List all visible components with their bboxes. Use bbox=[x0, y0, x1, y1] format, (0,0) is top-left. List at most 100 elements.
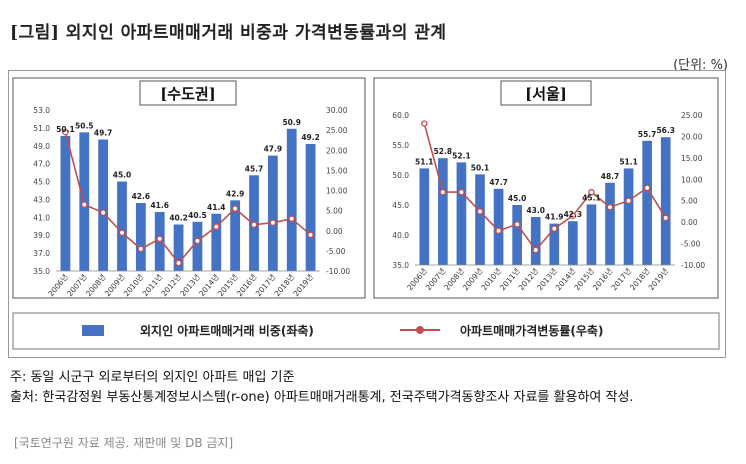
bar-data-label: 50.5 bbox=[75, 121, 94, 130]
bar-data-label: 45.1 bbox=[582, 193, 601, 202]
left-axis-tick-label: 37.0 bbox=[33, 249, 50, 258]
left-axis-tick-label: 60.0 bbox=[392, 111, 409, 120]
right-axis-tick-label: -10.00 bbox=[681, 261, 705, 270]
line-marker-2010년 bbox=[495, 227, 502, 234]
bar-2007년 bbox=[438, 158, 448, 265]
left-axis-tick-label: 49.0 bbox=[33, 142, 50, 151]
line-marker-2010년 bbox=[137, 245, 145, 253]
bar-data-label: 47.9 bbox=[264, 145, 283, 154]
bar-2014년 bbox=[211, 213, 222, 271]
right-axis-tick-label: 25.00 bbox=[326, 126, 348, 135]
right-axis-tick-label: 20.00 bbox=[681, 132, 703, 141]
left-axis-tick-label: 45.0 bbox=[33, 178, 50, 187]
line-marker-2007년 bbox=[439, 188, 447, 196]
left-axis-tick-label: 40.0 bbox=[392, 231, 409, 240]
legend-bar-swatch bbox=[82, 325, 104, 336]
bar-2010년 bbox=[135, 203, 146, 271]
left-axis-tick-label: 35.0 bbox=[33, 267, 50, 276]
right-axis-tick-label: 5.00 bbox=[326, 207, 343, 216]
bar-data-label: 55.7 bbox=[638, 130, 657, 139]
line-marker-2013년 bbox=[194, 237, 201, 245]
bar-2009년 bbox=[117, 181, 127, 271]
bar-2018년 bbox=[642, 140, 652, 265]
right-axis-tick-label: -10.00 bbox=[326, 267, 350, 276]
left-axis-tick-label: 47.0 bbox=[33, 160, 50, 169]
bar-2012년 bbox=[173, 224, 184, 271]
legend-line-label: 아파트매매가격변동률(우축) bbox=[460, 323, 603, 338]
line-marker-2018년 bbox=[288, 215, 295, 222]
line-marker-2017년 bbox=[269, 219, 277, 226]
bar-data-label: 45.7 bbox=[245, 164, 264, 173]
bar-2014년 bbox=[568, 221, 578, 265]
bar-2017년 bbox=[623, 168, 634, 265]
line-marker-2019년 bbox=[307, 231, 314, 239]
right-axis-tick-label: -5.00 bbox=[326, 247, 346, 256]
left-axis-tick-label: 55.0 bbox=[392, 141, 409, 150]
right-axis-tick-label: 30.00 bbox=[326, 106, 348, 115]
bar-2019년 bbox=[305, 143, 316, 271]
bar-data-label: 43.0 bbox=[526, 206, 545, 215]
bar-data-label: 56.3 bbox=[656, 126, 675, 135]
bar-2012년 bbox=[530, 217, 541, 265]
bar-data-label: 49.7 bbox=[94, 129, 113, 138]
line-marker-2019년 bbox=[662, 214, 669, 222]
left-axis-tick-label: 53.0 bbox=[33, 106, 50, 115]
figure-title: [그림] 외지인 아파트매매거래 비중과 가격변동률과의 관계 bbox=[10, 23, 447, 43]
right-axis-tick-label: 5.00 bbox=[681, 197, 698, 206]
chart-legend: 외지인 아파트매매거래 비중(좌축) 아파트매매가격변동률(우축) bbox=[12, 312, 720, 350]
line-marker-2014년 bbox=[213, 223, 220, 230]
left-axis-tick-label: 45.0 bbox=[392, 201, 409, 210]
panel-title-box bbox=[500, 80, 592, 106]
bar-data-label: 42.3 bbox=[564, 210, 583, 219]
right-axis-tick-label: 10.00 bbox=[681, 175, 703, 184]
bar-data-label: 41.4 bbox=[207, 203, 226, 212]
bar-data-label: 41.6 bbox=[150, 201, 169, 210]
bar-2018년 bbox=[286, 128, 297, 271]
bar-data-label: 52.8 bbox=[434, 147, 453, 156]
panel-title-box bbox=[139, 80, 237, 106]
line-marker-2006년 bbox=[421, 120, 428, 127]
left-axis-tick-label: 35.0 bbox=[392, 261, 409, 270]
bar-2015년 bbox=[230, 200, 241, 271]
line-marker-2015년 bbox=[231, 205, 239, 212]
bar-data-label: 49.2 bbox=[301, 133, 320, 142]
copyright-footer: [국토연구원 자료 제공. 재판매 및 DB 금지] bbox=[14, 436, 234, 450]
bar-data-label: 45.0 bbox=[508, 194, 527, 203]
right-axis-tick-label: 15.00 bbox=[326, 166, 348, 175]
bar-data-label: 41.9 bbox=[545, 213, 564, 222]
bar-2017년 bbox=[267, 155, 278, 271]
right-axis-tick-label: 10.00 bbox=[326, 187, 348, 196]
legend-line-marker bbox=[416, 326, 424, 334]
line-marker-2006년 bbox=[62, 128, 69, 136]
panel-border bbox=[373, 77, 719, 299]
line-marker-2018년 bbox=[643, 184, 651, 192]
line-marker-2011년 bbox=[156, 235, 163, 243]
bar-2006년 bbox=[60, 135, 71, 271]
line-marker-2009년 bbox=[476, 208, 484, 215]
line-marker-2014년 bbox=[569, 212, 577, 219]
bar-2008년 bbox=[456, 162, 467, 265]
bar-data-label: 50.1 bbox=[56, 125, 75, 134]
bar-2016년 bbox=[605, 182, 615, 265]
left-axis-tick-label: 51.0 bbox=[33, 124, 50, 133]
bar-data-label: 51.1 bbox=[415, 157, 434, 166]
bar-data-label: 42.9 bbox=[226, 189, 245, 198]
right-axis-tick-label: 0.00 bbox=[326, 227, 343, 236]
bar-2010년 bbox=[493, 188, 504, 265]
line-marker-2009년 bbox=[118, 229, 126, 237]
chart-panel-seoul: [서울] 60.0 55.0 50.0 45.0 40.0 35.0 25.00 20.00 15… bbox=[373, 77, 719, 299]
line-marker-2012년 bbox=[175, 259, 182, 267]
line-marker-2011년 bbox=[513, 221, 521, 228]
bar-2013년 bbox=[192, 221, 203, 271]
figure-frame bbox=[8, 70, 726, 358]
right-axis-tick-label: 25.00 bbox=[681, 111, 703, 120]
bar-2015년 bbox=[586, 204, 597, 265]
line-marker-2015년 bbox=[588, 188, 595, 196]
bar-data-label: 52.1 bbox=[452, 151, 471, 160]
right-axis-tick-label: -5.00 bbox=[681, 240, 701, 249]
line-marker-2017년 bbox=[625, 197, 632, 204]
line-marker-2016년 bbox=[250, 221, 258, 228]
bar-2013년 bbox=[549, 223, 560, 265]
right-axis-tick-label: 15.00 bbox=[681, 154, 703, 163]
legend-bar-label: 외지인 아파트매매거래 비중(좌축) bbox=[140, 323, 314, 338]
